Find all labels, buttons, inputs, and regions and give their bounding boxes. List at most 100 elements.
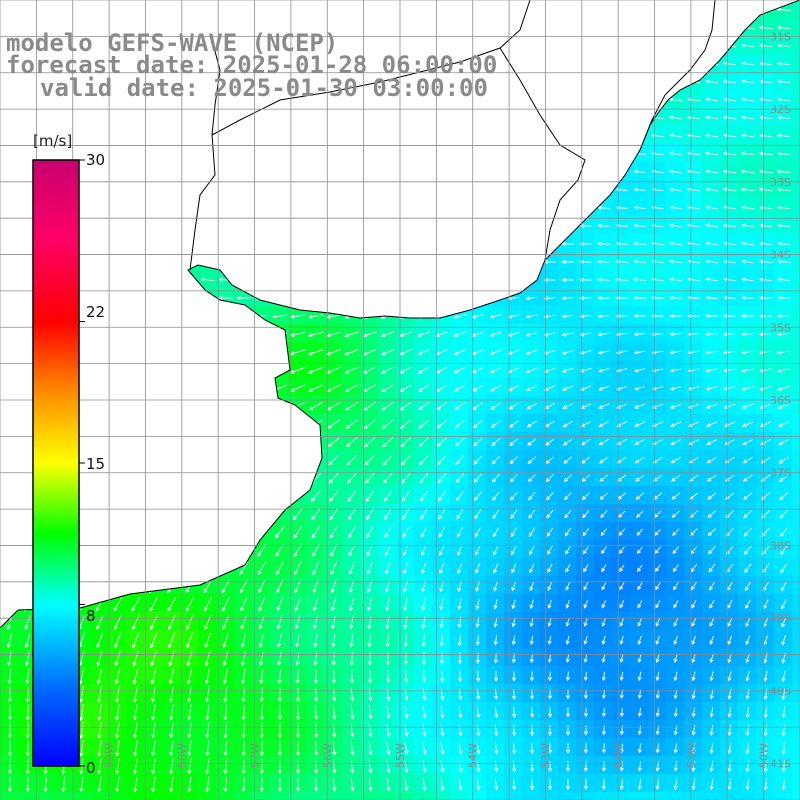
wind-speed-cell	[666, 162, 685, 181]
wind-speed-cell	[162, 630, 181, 649]
wind-arrow	[222, 614, 230, 630]
wind-speed-cell	[504, 666, 523, 685]
wind-arrow	[759, 223, 773, 228]
wind-speed-cell	[576, 306, 595, 325]
wind-speed-cell	[792, 468, 800, 487]
wind-speed-cell	[702, 450, 721, 469]
wind-arrow	[547, 581, 553, 591]
wind-speed-cell	[450, 414, 469, 433]
wind-arrow	[455, 437, 465, 447]
wind-speed-cell	[792, 738, 800, 757]
wind-arrow	[561, 241, 574, 247]
wind-speed-cell	[324, 720, 343, 739]
wind-speed-cell	[450, 594, 469, 613]
wind-arrow	[439, 598, 444, 611]
wind-speed-cell	[450, 486, 469, 505]
wind-arrow	[314, 686, 319, 703]
wind-arrow	[307, 349, 324, 356]
wind-arrow	[476, 742, 481, 755]
wind-arrow	[511, 563, 517, 574]
wind-speed-cell	[234, 612, 253, 631]
wind-speed-cell	[684, 144, 703, 163]
longitude-label: 53W	[539, 743, 552, 768]
wind-speed-cell	[648, 126, 667, 145]
wind-arrow	[348, 543, 356, 557]
wind-speed-cell	[486, 360, 505, 379]
wind-speed-cell	[774, 792, 793, 800]
wind-arrow	[347, 508, 356, 521]
wind-speed-cell	[738, 288, 757, 307]
wind-arrow	[581, 492, 590, 500]
wind-arrow	[527, 456, 536, 464]
wind-speed-cell	[684, 90, 703, 109]
wind-arrow	[673, 671, 678, 682]
wind-arrow	[758, 187, 773, 192]
wind-arrow	[687, 295, 700, 300]
wind-arrow	[669, 241, 682, 246]
wind-arrow	[705, 241, 718, 246]
wind-arrow	[722, 169, 737, 174]
wind-speed-cell	[612, 360, 631, 379]
wind-arrow	[634, 386, 646, 391]
wind-arrow	[381, 401, 394, 411]
wind-speed-cell	[324, 360, 343, 379]
wind-speed-cell	[594, 684, 613, 703]
wind-speed-cell	[612, 450, 631, 469]
wind-arrow	[723, 313, 736, 318]
wind-arrow	[598, 403, 610, 409]
wind-speed-cell	[792, 234, 800, 253]
wind-arrow	[527, 438, 537, 446]
wind-arrow	[331, 633, 336, 648]
wind-speed-cell	[630, 378, 649, 397]
wind-speed-cell	[540, 432, 559, 451]
wind-arrow	[633, 277, 646, 282]
wind-speed-cell	[378, 630, 397, 649]
wind-speed-cell	[216, 594, 235, 613]
wind-speed-cell	[342, 540, 361, 559]
wind-arrow	[601, 617, 606, 627]
wind-arrow	[382, 454, 393, 466]
wind-speed-cell	[648, 486, 667, 505]
wind-arrow	[709, 617, 715, 627]
wind-speed-cell	[270, 612, 289, 631]
wind-arrow	[169, 686, 174, 703]
wind-speed-cell	[684, 612, 703, 631]
wind-speed-cell	[702, 180, 721, 199]
wind-arrow	[259, 722, 264, 739]
wind-arrow	[205, 686, 210, 703]
wind-speed-cell	[522, 378, 541, 397]
wind-arrow	[759, 295, 772, 300]
wind-arrow	[132, 668, 139, 685]
wind-arrow	[635, 492, 644, 500]
wind-arrow	[7, 740, 12, 757]
wind-speed-cell	[684, 558, 703, 577]
wind-speed-cell	[306, 486, 325, 505]
wind-speed-cell	[540, 756, 559, 775]
wind-speed-cell	[306, 360, 325, 379]
wind-arrow	[637, 635, 642, 645]
wind-speed-cell	[756, 162, 775, 181]
wind-speed-cell	[468, 594, 487, 613]
wind-arrow	[115, 704, 120, 721]
wind-arrow	[637, 653, 642, 664]
wind-arrow	[564, 510, 572, 519]
wind-speed-cell	[720, 234, 739, 253]
wind-speed-cell	[180, 684, 199, 703]
wind-arrow	[472, 402, 484, 410]
wind-speed-cell	[702, 576, 721, 595]
wind-speed-cell	[720, 648, 739, 667]
wind-arrow	[669, 277, 682, 282]
wind-speed-cell	[252, 558, 271, 577]
wind-arrow	[276, 615, 283, 630]
wind-arrow	[597, 350, 610, 355]
wind-speed-cell	[738, 72, 757, 91]
wind-speed-cell	[306, 666, 325, 685]
wind-speed-cell	[576, 486, 595, 505]
wind-speed-cell	[666, 540, 685, 559]
wind-arrow	[669, 313, 682, 319]
wind-arrow	[759, 97, 772, 102]
wind-speed-cell	[450, 756, 469, 775]
wind-arrow	[277, 704, 283, 721]
wind-arrow	[583, 635, 588, 645]
wind-arrow	[759, 241, 772, 246]
